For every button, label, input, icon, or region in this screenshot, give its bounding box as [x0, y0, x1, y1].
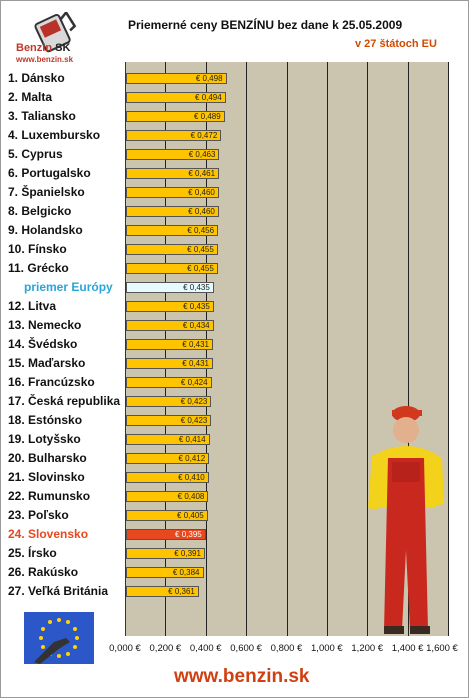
gridline — [448, 62, 449, 636]
category-label: 5. Cyprus — [8, 146, 63, 161]
x-tick-label: 1,000 € — [311, 643, 343, 654]
bar: € 0,460 — [126, 205, 219, 217]
gridline — [246, 62, 248, 636]
x-tick-label: 1,200 € — [351, 643, 384, 654]
category-label: 21. Slovinsko — [8, 469, 85, 484]
bar: € 0,435 — [126, 300, 214, 312]
bar: € 0,384 — [126, 566, 204, 578]
bar: € 0,431 — [126, 338, 213, 350]
chart-subtitle: v 27 štátoch EU — [355, 38, 437, 50]
gridline — [367, 62, 369, 636]
category-label: 11. Grécko — [8, 260, 69, 275]
category-label: 14. Švédsko — [8, 336, 78, 351]
bar: € 0,460 — [126, 186, 219, 198]
category-label: 9. Holandsko — [8, 222, 83, 237]
bar: € 0,431 — [126, 357, 213, 369]
category-label: 22. Rumunsko — [8, 488, 91, 503]
bar: € 0,494 — [126, 91, 226, 103]
bar-highlight: € 0,395 — [126, 528, 206, 540]
category-label: 17. Česká republika — [8, 393, 121, 408]
category-label: 18. Estónsko — [8, 412, 83, 427]
category-label: 3. Taliansko — [8, 108, 76, 123]
category-label: 25. Írsko — [8, 545, 57, 560]
category-label: 26. Rakúsko — [8, 564, 79, 579]
x-tick-label: 0,600 € — [230, 643, 262, 654]
x-tick-label: 0,800 € — [270, 643, 303, 654]
bar: € 0,423 — [126, 414, 212, 426]
bar: € 0,405 — [126, 509, 208, 521]
category-label-average: priemer Európy — [24, 279, 113, 294]
benzin-logo-icon — [34, 12, 77, 53]
bar: € 0,391 — [126, 547, 205, 559]
gridline — [326, 62, 328, 636]
bar: € 0,498 — [126, 72, 227, 84]
category-label: 19. Lotyšsko — [8, 431, 81, 446]
bar: € 0,455 — [126, 243, 218, 255]
category-label: 13. Nemecko — [8, 317, 82, 332]
bar: € 0,489 — [126, 110, 225, 122]
bar: € 0,434 — [126, 319, 214, 331]
category-label: 20. Bulharsko — [8, 450, 87, 465]
category-label: 2. Malta — [8, 89, 53, 104]
bar: € 0,414 — [126, 433, 210, 445]
category-label: 27. Veľká Británia — [8, 583, 109, 598]
category-label: 8. Belgicko — [8, 203, 72, 218]
category-label: 4. Luxembursko — [8, 127, 101, 142]
bar: € 0,423 — [126, 395, 212, 407]
bar: € 0,408 — [126, 490, 209, 502]
bar: € 0,461 — [126, 167, 220, 179]
bar: € 0,455 — [126, 262, 218, 274]
bar: € 0,424 — [126, 376, 212, 388]
category-label: 24. Slovensko — [8, 526, 89, 541]
logo-word: Benzin — [16, 42, 53, 54]
gas-station-worker-figure — [368, 406, 444, 634]
category-label: 15. Maďarsko — [8, 355, 86, 370]
x-tick-label: 0,200 € — [149, 643, 182, 654]
bar: € 0,410 — [126, 471, 209, 483]
gridline — [407, 62, 409, 636]
bar-average: € 0,435 — [126, 281, 214, 293]
x-tick-label: 0,000 € — [109, 643, 141, 654]
category-label: 23. Poľsko — [8, 507, 69, 522]
footer-url[interactable]: www.benzin.sk — [174, 666, 310, 687]
x-tick-label: 1,400 € — [391, 643, 424, 654]
chart-title: Priemerné ceny BENZÍNU bez dane k 25.05.… — [128, 18, 403, 32]
category-label: 6. Portugalsko — [8, 165, 91, 180]
category-label: 7. Španielsko — [8, 184, 85, 199]
category-label: 12. Litva — [8, 298, 57, 313]
category-label: 1. Dánsko — [8, 70, 65, 85]
bar: € 0,463 — [126, 148, 220, 160]
logo-url[interactable]: www.benzin.sk — [16, 55, 74, 64]
bar: € 0,472 — [126, 129, 222, 141]
x-tick-label: 0,400 € — [189, 643, 222, 654]
bar: € 0,456 — [126, 224, 219, 236]
x-tick-label: 1,600 € — [426, 643, 458, 654]
category-label: 10. Fínsko — [8, 241, 67, 256]
eu-flag-fuel-nozzle-icon — [24, 612, 94, 664]
bar: € 0,412 — [126, 452, 210, 464]
gridline — [286, 62, 288, 636]
logo-text: Benzin SK — [16, 42, 70, 54]
logo-word-suffix: SK — [55, 42, 71, 54]
category-label: 16. Francúzsko — [8, 374, 95, 389]
bar: € 0,361 — [126, 585, 199, 597]
